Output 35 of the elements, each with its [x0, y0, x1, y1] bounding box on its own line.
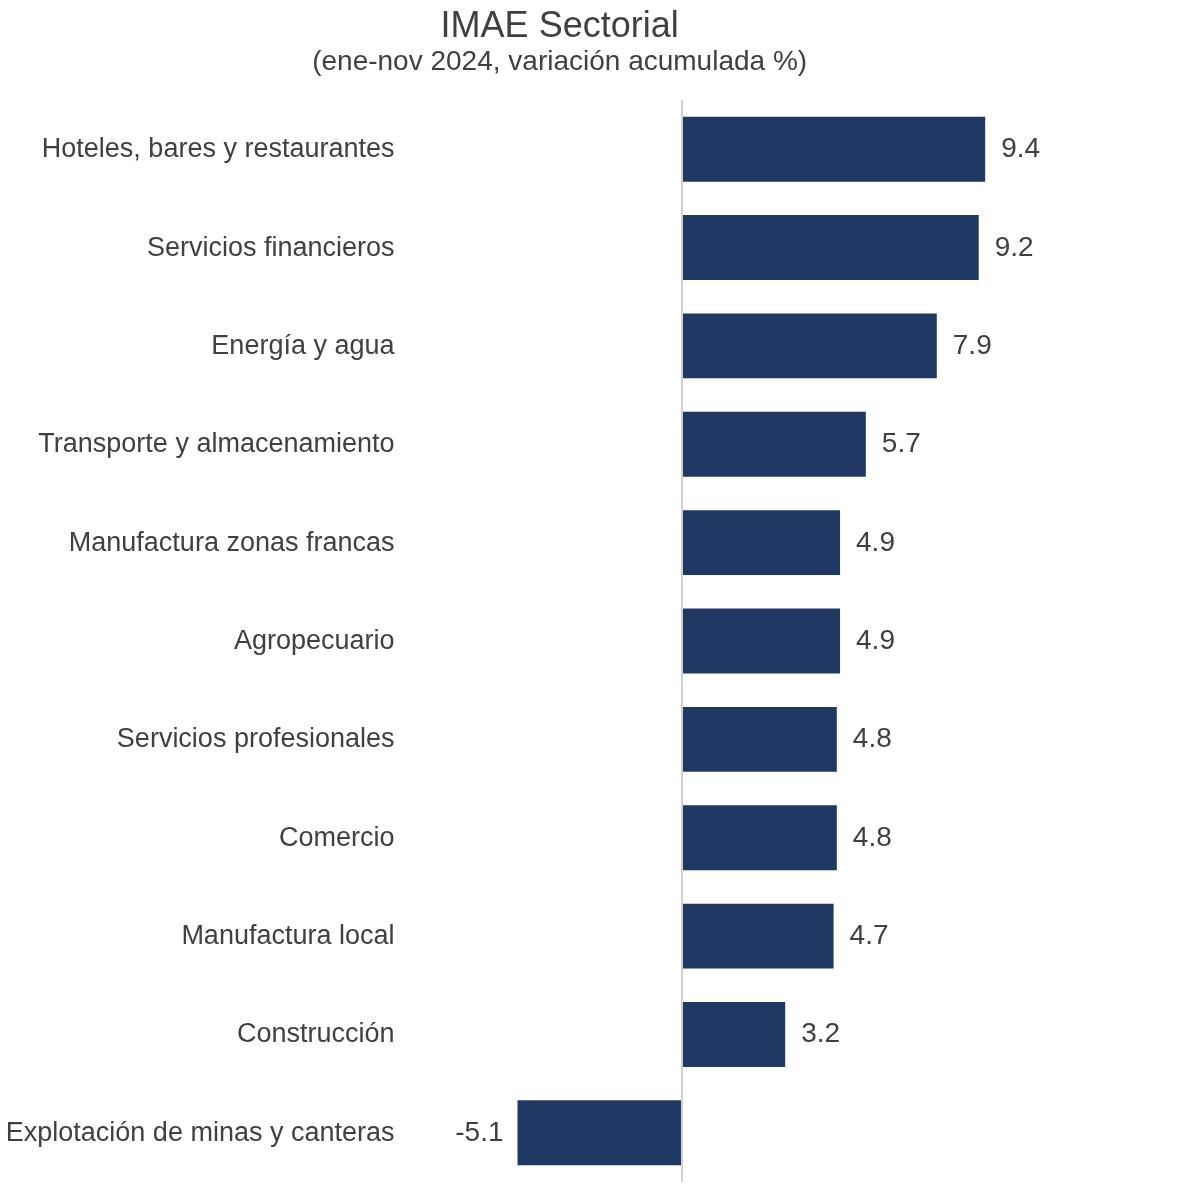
- bar: [681, 116, 986, 182]
- bar: [681, 1001, 786, 1067]
- bar: [681, 608, 841, 674]
- y-tick-label: Comercio: [278, 821, 395, 852]
- data-label: 4.7: [849, 919, 889, 951]
- y-tick-label: Hoteles, bares y restaurantes: [41, 133, 395, 164]
- bar: [681, 313, 937, 379]
- data-label: 5.7: [881, 427, 921, 459]
- y-tick-label: Explotación de minas y canteras: [5, 1116, 395, 1147]
- bar: [681, 805, 837, 871]
- chart-subtitle: (ene-nov 2024, variación acumulada %): [312, 45, 808, 76]
- y-tick-label: Manufactura zonas francas: [68, 526, 395, 557]
- bar: [681, 706, 837, 772]
- bar: [681, 903, 834, 969]
- y-tick-label: Transporte y almacenamiento: [38, 428, 395, 459]
- data-label: 9.4: [1001, 132, 1041, 164]
- data-label: -5.1: [455, 1115, 504, 1147]
- bar: [681, 411, 866, 477]
- data-label: 9.2: [994, 230, 1034, 262]
- bar: [681, 215, 979, 281]
- y-tick-label: Construcción: [236, 1018, 395, 1049]
- y-tick-label: Manufactura local: [181, 920, 395, 951]
- data-label: 3.2: [801, 1017, 841, 1049]
- bar: [517, 1100, 682, 1166]
- data-label: 4.9: [856, 624, 895, 655]
- data-label: 4.8: [852, 820, 892, 852]
- data-label: 4.8: [852, 722, 892, 754]
- y-tick-label: Agropecuario: [233, 625, 395, 655]
- chart-title: IMAE Sectorial: [440, 4, 679, 45]
- y-tick-label: Energía y agua: [211, 329, 396, 360]
- y-tick-label: Servicios profesionales: [116, 723, 395, 754]
- bar: [681, 510, 841, 576]
- data-label: 4.9: [856, 525, 895, 557]
- y-tick-label: Servicios financieros: [146, 231, 395, 262]
- data-label: 7.9: [952, 328, 992, 360]
